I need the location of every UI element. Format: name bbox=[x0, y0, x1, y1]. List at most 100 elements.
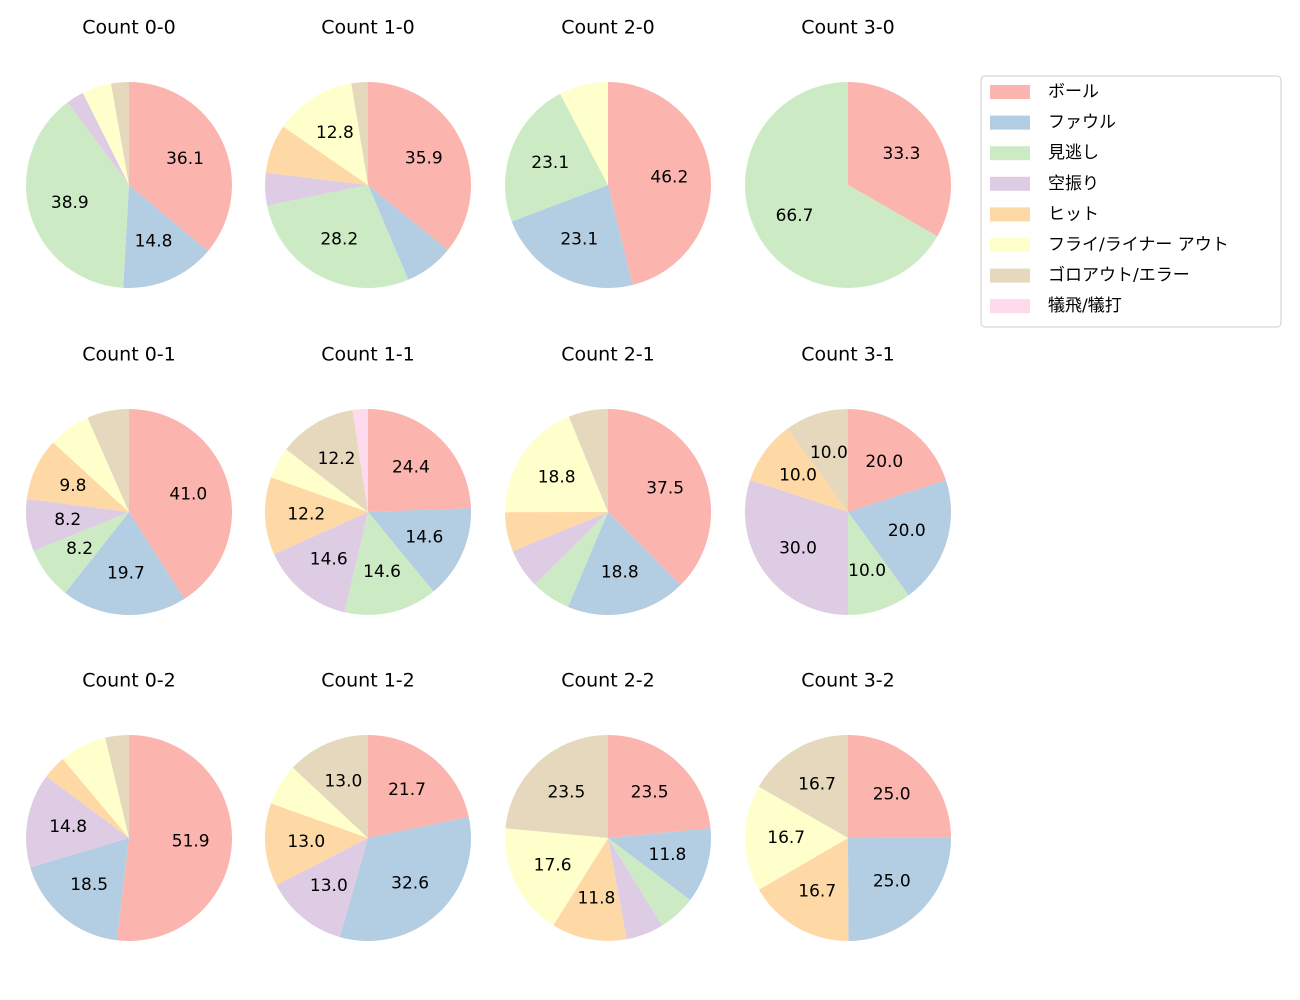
value-label: 38.9 bbox=[51, 193, 89, 213]
value-label: 25.0 bbox=[873, 784, 911, 804]
pie-slice bbox=[505, 735, 608, 838]
pie-slice bbox=[744, 786, 848, 890]
legend-label: フライ/ライナー アウト bbox=[1048, 235, 1229, 255]
pie-slice bbox=[271, 767, 368, 838]
pie-slice bbox=[608, 409, 711, 586]
value-label: 28.2 bbox=[320, 230, 358, 250]
value-label: 14.6 bbox=[310, 550, 348, 570]
pie-slice bbox=[745, 480, 848, 615]
value-label: 37.5 bbox=[646, 478, 684, 498]
value-label: 23.1 bbox=[560, 230, 598, 250]
value-label: 16.7 bbox=[798, 882, 836, 902]
pie-slice bbox=[265, 477, 368, 555]
value-label: 23.5 bbox=[547, 782, 585, 802]
pie-slice bbox=[283, 83, 368, 185]
pie-slice bbox=[26, 102, 130, 288]
pie-slice bbox=[351, 82, 368, 185]
chart-title: Count 0-0 bbox=[82, 17, 176, 39]
chart-title: Count 1-0 bbox=[321, 17, 415, 39]
pie-slice bbox=[65, 512, 185, 615]
pie-slice bbox=[82, 83, 129, 185]
value-label: 66.7 bbox=[776, 206, 814, 226]
legend-label: ゴロアウト/エラー bbox=[1048, 265, 1190, 286]
chart-title: Count 3-1 bbox=[801, 344, 895, 366]
pie-slice bbox=[567, 512, 681, 615]
pie-slice bbox=[344, 512, 434, 615]
pie-slice bbox=[368, 82, 471, 251]
pie-slice bbox=[368, 409, 471, 512]
pie-slice bbox=[46, 759, 130, 838]
pie-slice bbox=[368, 185, 448, 280]
pie-slice bbox=[274, 512, 368, 613]
chart-title: Count 2-1 bbox=[561, 344, 655, 366]
pie-slice bbox=[123, 185, 208, 288]
pie-slice bbox=[608, 82, 712, 286]
pie-slice bbox=[787, 409, 848, 512]
pie-slice bbox=[505, 512, 608, 552]
value-label: 19.7 bbox=[107, 564, 145, 584]
value-label: 12.2 bbox=[318, 449, 356, 469]
pie-slice bbox=[62, 737, 129, 838]
pie-slice bbox=[534, 512, 608, 607]
value-label: 24.4 bbox=[392, 458, 430, 478]
pie-slice bbox=[745, 82, 938, 288]
value-label: 25.0 bbox=[873, 872, 911, 892]
pie-slice bbox=[848, 837, 951, 941]
value-label: 41.0 bbox=[169, 485, 207, 505]
legend-label: ヒット bbox=[1048, 204, 1099, 224]
pie-slice bbox=[848, 82, 951, 237]
value-label: 13.0 bbox=[287, 832, 325, 852]
pie-slice bbox=[512, 512, 608, 585]
pie-slice bbox=[608, 838, 691, 926]
value-label: 51.9 bbox=[172, 832, 210, 852]
pie-slice bbox=[368, 508, 472, 592]
value-label: 12.8 bbox=[316, 123, 354, 143]
value-label: 9.8 bbox=[59, 476, 86, 496]
value-label: 18.8 bbox=[538, 468, 576, 488]
pie-slice bbox=[848, 480, 951, 596]
chart-title: Count 2-0 bbox=[561, 17, 655, 39]
value-label: 14.8 bbox=[49, 817, 87, 837]
value-label: 16.7 bbox=[767, 828, 805, 848]
value-label: 18.8 bbox=[601, 563, 639, 583]
value-label: 16.7 bbox=[798, 774, 836, 794]
value-label: 17.6 bbox=[534, 855, 572, 875]
value-label: 11.8 bbox=[649, 845, 687, 865]
pie-slice bbox=[568, 409, 608, 512]
legend-swatch bbox=[990, 146, 1030, 161]
pie-slice bbox=[105, 735, 129, 838]
pie-slice bbox=[608, 838, 663, 940]
pie-slice bbox=[26, 776, 130, 868]
value-label: 13.0 bbox=[324, 771, 362, 791]
chart-title: Count 2-2 bbox=[561, 670, 655, 692]
chart-title: Count 0-2 bbox=[82, 670, 176, 692]
value-label: 32.6 bbox=[391, 873, 429, 893]
legend-swatch bbox=[990, 115, 1030, 130]
value-label: 20.0 bbox=[865, 452, 903, 472]
value-label: 36.1 bbox=[166, 149, 204, 169]
legend-swatch bbox=[990, 299, 1030, 314]
pie-slice bbox=[608, 735, 711, 838]
pie-slice bbox=[750, 428, 848, 512]
pie-slice bbox=[67, 92, 129, 185]
pie-slice bbox=[511, 185, 633, 288]
chart-title: Count 0-1 bbox=[82, 344, 176, 366]
value-label: 35.9 bbox=[405, 149, 443, 169]
pie-slice bbox=[265, 172, 368, 206]
value-label: 18.5 bbox=[70, 875, 108, 895]
value-label: 23.1 bbox=[531, 153, 569, 173]
legend-label: 見逃し bbox=[1048, 143, 1099, 163]
pie-slice bbox=[30, 838, 129, 941]
pie-slice bbox=[87, 409, 129, 512]
pie-slice bbox=[848, 512, 909, 615]
value-label: 12.2 bbox=[287, 504, 325, 524]
pie-slice bbox=[26, 442, 129, 512]
value-label: 8.2 bbox=[66, 539, 93, 559]
chart-title: Count 3-2 bbox=[801, 670, 895, 692]
legend-swatch bbox=[990, 238, 1030, 252]
value-label: 14.6 bbox=[405, 527, 443, 547]
value-label: 14.6 bbox=[363, 562, 401, 582]
legend-label: ボール bbox=[1048, 82, 1099, 102]
pie-slice bbox=[129, 82, 233, 252]
